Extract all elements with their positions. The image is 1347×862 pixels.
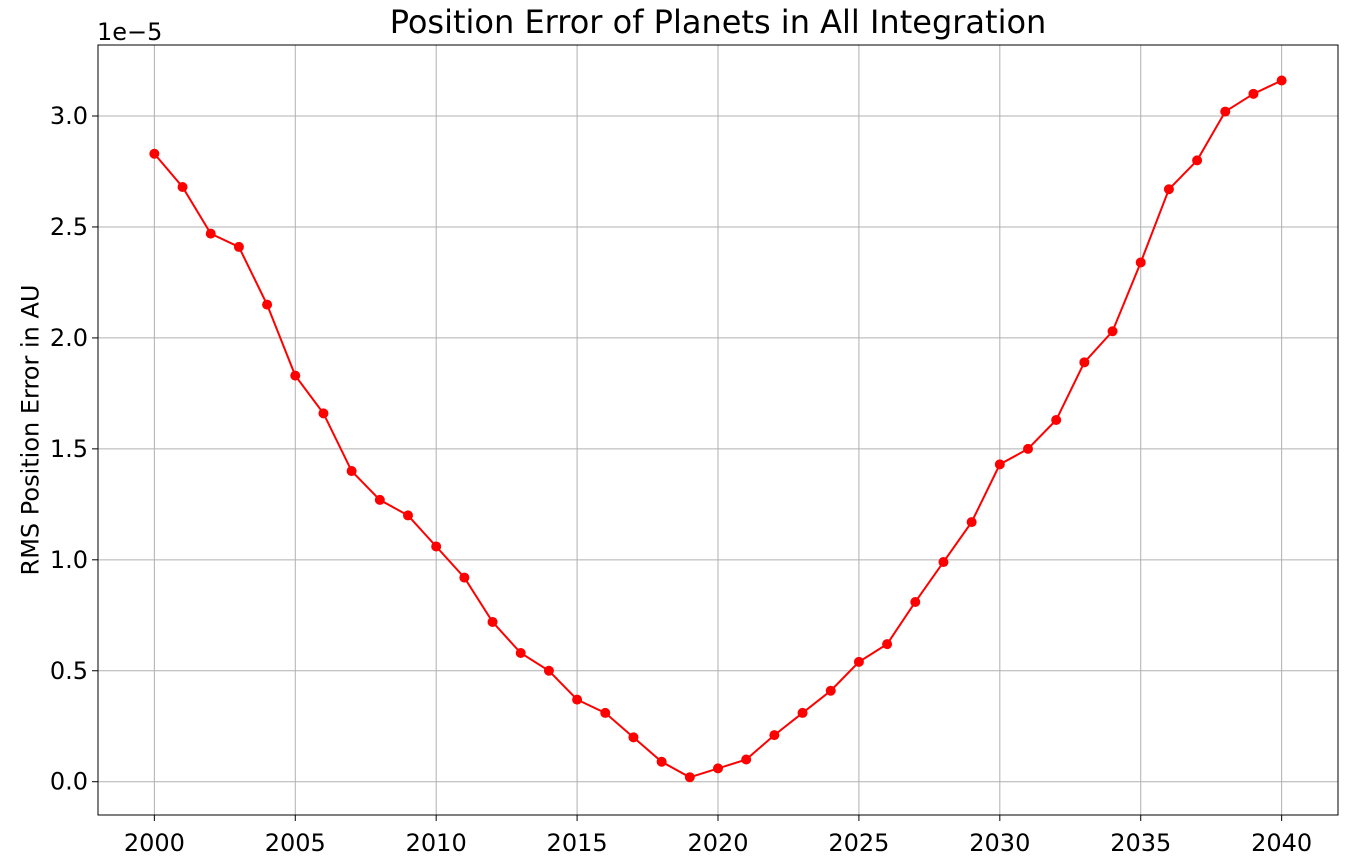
data-point xyxy=(1135,257,1146,268)
data-point xyxy=(149,148,160,159)
data-point xyxy=(459,572,470,583)
data-point xyxy=(374,494,385,505)
data-point xyxy=(177,182,188,193)
data-point xyxy=(262,299,273,310)
tick-layer: 2000 2005 2010 2015 2020 2025 2030 2035 2040 0.0 0… xyxy=(50,102,1312,857)
data-point xyxy=(1248,88,1259,99)
data-point xyxy=(1023,443,1033,454)
x-tick-label: 2015 xyxy=(547,829,608,857)
data-point xyxy=(318,408,329,419)
y-tick-label: 2.5 xyxy=(50,213,88,241)
data-point xyxy=(205,228,216,239)
y-tick-label: 1.5 xyxy=(50,435,88,463)
chart-title: Position Error of Planets in All Integra… xyxy=(390,3,1047,41)
data-point xyxy=(769,730,780,741)
x-tick-label: 2035 xyxy=(1110,829,1171,857)
data-point xyxy=(938,557,949,568)
series-layer xyxy=(149,75,1287,783)
data-point xyxy=(853,656,864,667)
data-point xyxy=(487,616,498,627)
x-tick-label: 2000 xyxy=(124,829,185,857)
y-tick-label: 1.0 xyxy=(50,546,88,574)
data-point xyxy=(600,707,611,718)
data-point xyxy=(572,694,583,705)
y-axis-label: RMS Position Error in AU xyxy=(16,285,44,576)
data-point xyxy=(684,772,695,783)
x-tick-label: 2040 xyxy=(1251,829,1312,857)
data-point xyxy=(656,756,667,767)
data-point xyxy=(797,707,808,718)
y-tick-label: 3.0 xyxy=(50,102,88,130)
x-tick-label: 2010 xyxy=(406,829,467,857)
x-tick-label: 2025 xyxy=(828,829,889,857)
data-point xyxy=(515,648,526,659)
data-point xyxy=(882,639,893,650)
data-point xyxy=(994,459,1005,470)
data-point xyxy=(713,763,723,774)
x-tick-label: 2005 xyxy=(265,829,326,857)
data-point xyxy=(910,596,921,607)
y-tick-label: 0.0 xyxy=(50,768,88,796)
data-point xyxy=(1276,75,1287,86)
data-point xyxy=(1163,184,1174,195)
data-point xyxy=(628,732,639,743)
data-point xyxy=(431,541,442,552)
data-point xyxy=(346,466,357,477)
y-tick-label: 2.0 xyxy=(50,324,88,352)
data-point xyxy=(1051,415,1062,426)
data-point xyxy=(1220,106,1231,117)
x-tick-label: 2030 xyxy=(969,829,1030,857)
axes-frame xyxy=(97,44,1339,816)
y-axis-offset-label: 1e−5 xyxy=(97,18,162,46)
y-tick-label: 0.5 xyxy=(50,657,88,685)
data-point xyxy=(1079,357,1090,368)
data-point xyxy=(290,370,301,381)
data-point xyxy=(543,665,554,676)
data-point xyxy=(403,510,413,521)
data-point xyxy=(1192,155,1203,166)
data-point xyxy=(966,517,977,528)
x-tick-label: 2020 xyxy=(687,829,748,857)
data-point xyxy=(741,754,752,765)
grid-layer xyxy=(98,45,1338,815)
data-point xyxy=(825,685,836,696)
data-point xyxy=(1107,326,1118,337)
data-point xyxy=(233,241,244,252)
